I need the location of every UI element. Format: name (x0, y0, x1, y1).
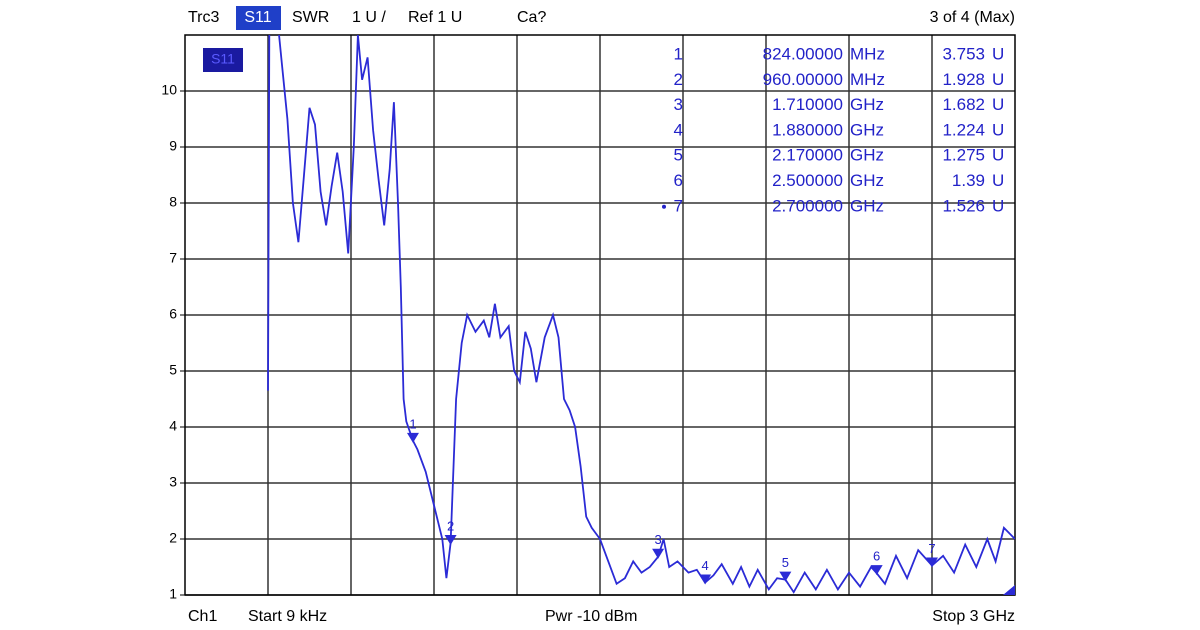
table-marker: 3 (674, 95, 683, 114)
table-value: 1.682 (942, 95, 985, 114)
marker-number: 3 (654, 532, 661, 547)
table-value-unit: U (992, 95, 1004, 114)
table-value-unit: U (992, 146, 1004, 165)
marker-number: 2 (447, 518, 454, 533)
stop-indicator (1003, 585, 1015, 595)
marker (406, 432, 419, 443)
y-tick-label: 1 (169, 586, 177, 602)
y-tick-label: 5 (169, 362, 177, 378)
table-marker: 7 (674, 196, 683, 215)
table-freq: 1.880000 (772, 120, 843, 139)
marker (870, 565, 883, 576)
marker (652, 548, 665, 559)
cal: Ca? (517, 9, 546, 26)
table-marker: 6 (674, 171, 683, 190)
table-freq: 2.700000 (772, 196, 843, 215)
table-value-unit: U (992, 171, 1004, 190)
scale: 1 U / (352, 9, 386, 26)
table-freq: 824.00000 (763, 44, 843, 63)
y-tick-label: 2 (169, 530, 177, 546)
stop: Stop 3 GHz (932, 608, 1015, 625)
trace-id: Trc3 (188, 9, 220, 26)
table-freq: 2.500000 (772, 171, 843, 190)
table-value: 1.275 (942, 146, 985, 165)
y-tick-label: 8 (169, 194, 177, 210)
y-tick-label: 7 (169, 250, 177, 266)
y-tick-label: 4 (169, 418, 177, 434)
marker-number: 5 (782, 555, 789, 570)
table-freq-unit: MHz (850, 44, 885, 63)
table-marker: 4 (674, 120, 683, 139)
y-tick-label: 10 (161, 82, 177, 98)
marker-number: 7 (928, 541, 935, 556)
marker (444, 535, 457, 546)
table-freq-unit: GHz (850, 196, 884, 215)
table-freq: 960.00000 (763, 70, 843, 89)
table-freq-unit: GHz (850, 146, 884, 165)
table-marker: 2 (674, 70, 683, 89)
format: SWR (292, 9, 329, 26)
table-freq-unit: GHz (850, 95, 884, 114)
y-tick-label: 3 (169, 474, 177, 490)
table-value-unit: U (992, 196, 1004, 215)
marker (925, 557, 938, 568)
table-value: 3.753 (942, 44, 985, 63)
table-value: 1.526 (942, 196, 985, 215)
power: Pwr -10 dBm (545, 608, 637, 625)
table-value: 1.39 (952, 171, 985, 190)
marker-number: 6 (873, 549, 880, 564)
window: 3 of 4 (Max) (930, 9, 1015, 26)
table-freq-unit: GHz (850, 171, 884, 190)
param-box (236, 6, 281, 30)
trace (267, 35, 1015, 594)
table-value-unit: U (992, 120, 1004, 139)
marker-number: 1 (409, 416, 416, 431)
table-freq: 2.170000 (772, 146, 843, 165)
table-freq-unit: GHz (850, 120, 884, 139)
y-tick-label: 6 (169, 306, 177, 322)
active-dot (662, 204, 666, 209)
marker-number: 4 (702, 558, 709, 573)
table-freq-unit: MHz (850, 70, 885, 89)
table-value-unit: U (992, 70, 1004, 89)
marker (699, 574, 712, 585)
start: Start 9 kHz (248, 608, 327, 625)
table-freq: 1.710000 (772, 95, 843, 114)
ref: Ref 1 U (408, 9, 462, 26)
table-value: 1.224 (942, 120, 985, 139)
trace-label-box (203, 48, 243, 72)
param: S11 (244, 9, 271, 26)
table-value: 1.928 (942, 70, 985, 89)
y-tick-label: 9 (169, 138, 177, 154)
table-marker: 1 (674, 44, 683, 63)
channel: Ch1 (188, 608, 217, 625)
plot-frame (184, 34, 1016, 596)
marker (779, 571, 792, 582)
table-marker: 5 (674, 146, 683, 165)
table-value-unit: U (992, 44, 1004, 63)
trace-label: S11 (211, 51, 235, 67)
